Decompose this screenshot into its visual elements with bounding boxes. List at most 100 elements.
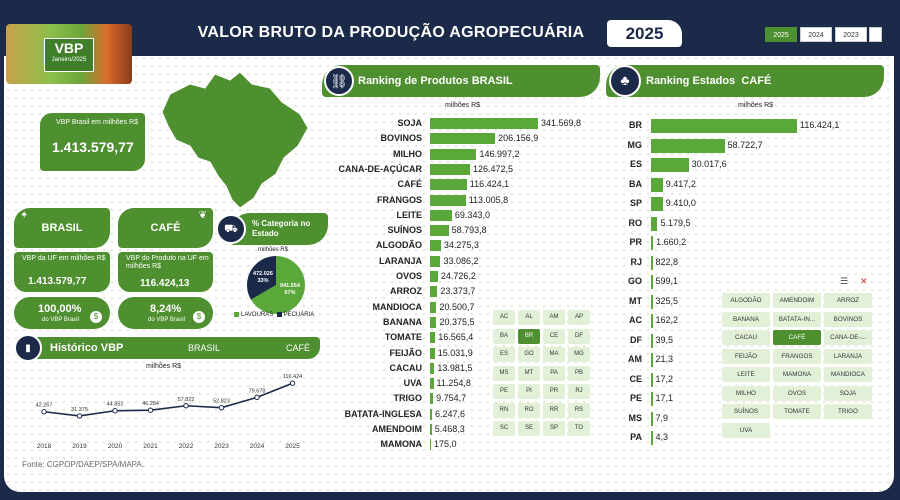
state-rank-bar[interactable] (651, 158, 689, 172)
uf-button-am[interactable]: AM (543, 310, 565, 325)
year-slicer-extra[interactable] (869, 27, 882, 42)
uf-button-ce[interactable]: CE (543, 328, 565, 344)
product-rank-bar[interactable] (430, 424, 432, 435)
crop-button[interactable]: ARROZ (824, 293, 872, 308)
uf-button-ba[interactable]: BA (493, 328, 515, 344)
uf-button-rn[interactable]: RN (493, 402, 515, 418)
crop-button[interactable]: TOMATE (773, 404, 821, 419)
product-rank-bar[interactable] (430, 209, 452, 221)
product-rank-bar[interactable] (430, 194, 466, 206)
state-rank-bar[interactable] (651, 314, 653, 328)
uf-button-rs[interactable]: RS (568, 402, 590, 418)
product-rank-bar[interactable] (430, 332, 436, 344)
crop-button[interactable]: UVA (722, 422, 770, 438)
product-rank-bar[interactable] (430, 255, 441, 267)
historico-point[interactable] (41, 409, 47, 415)
uf-button-pe[interactable]: PE (493, 384, 515, 399)
uf-button-pb[interactable]: PB (568, 365, 590, 381)
uf-button-ro[interactable]: RO (518, 402, 540, 418)
state-rank-bar[interactable] (651, 197, 663, 211)
year-button-2023[interactable]: 2023 (835, 27, 867, 42)
historico-point[interactable] (183, 403, 189, 409)
uf-button-go[interactable]: GO (518, 347, 540, 362)
crop-button[interactable]: BOVINOS (824, 311, 872, 327)
crop-button[interactable]: MAMONA (773, 367, 821, 382)
state-rank-bar[interactable] (651, 431, 653, 445)
crop-button[interactable]: AMENDOIM (773, 293, 821, 308)
state-rank-bar[interactable] (651, 333, 653, 348)
uf-button-mt[interactable]: MT (518, 365, 540, 381)
uf-button-es[interactable]: ES (493, 347, 515, 362)
product-rank-bar[interactable] (430, 301, 437, 313)
crop-button[interactable]: OVOS (773, 385, 821, 401)
year-button-2025[interactable]: 2025 (765, 27, 797, 42)
clear-filter-icon[interactable]: ✕ (860, 276, 868, 286)
historico-point[interactable] (76, 413, 83, 419)
multi-select-icon[interactable]: ☰ (840, 276, 849, 286)
product-rank-bar[interactable] (430, 133, 496, 145)
crop-button[interactable]: MILHO (722, 385, 770, 401)
uf-button-pa[interactable]: PA (543, 365, 565, 381)
uf-button-sc[interactable]: SC (493, 421, 515, 436)
crop-button[interactable]: CANA-DE-... (824, 330, 872, 345)
uf-button-mg[interactable]: MG (568, 347, 590, 362)
historico-point[interactable] (147, 407, 154, 413)
product-rank-bar[interactable] (430, 408, 432, 420)
crop-button[interactable]: LARANJA (824, 348, 872, 364)
state-rank-bar[interactable] (651, 294, 653, 309)
crop-button[interactable]: SUÍNOS (722, 404, 770, 419)
historico-point[interactable] (254, 394, 260, 401)
crop-button[interactable]: SOJA (824, 385, 872, 401)
product-rank-bar[interactable] (430, 271, 438, 282)
product-rank-bar[interactable] (430, 148, 477, 160)
product-rank-bar[interactable] (430, 225, 449, 237)
product-rank-bar[interactable] (430, 393, 434, 405)
state-rank-bar[interactable] (651, 255, 653, 270)
uf-button-to[interactable]: TO (568, 421, 590, 436)
crop-button[interactable]: TRIGO (824, 404, 872, 419)
state-rank-bar[interactable] (651, 411, 653, 426)
product-rank-bar[interactable] (430, 362, 435, 374)
year-button-2024[interactable]: 2024 (800, 27, 832, 42)
state-rank-bar[interactable] (651, 372, 653, 387)
crop-button[interactable]: BATATA-IN... (773, 311, 821, 327)
product-rank-bar[interactable] (430, 240, 441, 252)
crop-button[interactable]: MANDIOCA (824, 367, 872, 382)
uf-button-ma[interactable]: MA (543, 347, 565, 362)
crop-button[interactable]: ALGODÃO (722, 293, 770, 308)
product-rank-bar[interactable] (430, 118, 538, 129)
crop-button[interactable]: CACAU (722, 330, 770, 345)
state-rank-bar[interactable] (651, 353, 653, 367)
crop-button[interactable]: FRANGOS (773, 348, 821, 364)
state-rank-bar[interactable] (651, 177, 663, 192)
historico-point[interactable] (112, 408, 118, 414)
crop-button[interactable]: BANANA (722, 311, 770, 327)
uf-button-se[interactable]: SE (518, 421, 540, 436)
state-rank-bar[interactable] (651, 236, 654, 250)
product-rank-bar[interactable] (430, 316, 437, 328)
crop-button[interactable]: CAFÉ (773, 330, 821, 345)
uf-button-rr[interactable]: RR (543, 402, 565, 418)
historico-point[interactable] (289, 380, 296, 386)
historico-point[interactable] (218, 404, 225, 411)
product-rank-bar[interactable] (430, 347, 435, 359)
uf-button-ac[interactable]: AC (493, 310, 515, 325)
uf-button-rj[interactable]: RJ (568, 384, 590, 399)
uf-button-df[interactable]: DF (568, 328, 590, 344)
state-rank-bar[interactable] (651, 216, 658, 231)
product-rank-bar[interactable] (430, 163, 470, 175)
uf-button-ms[interactable]: MS (493, 365, 515, 381)
uf-button-ap[interactable]: AP (568, 310, 590, 325)
uf-button-br[interactable]: BR (518, 328, 540, 344)
uf-button-al[interactable]: AL (518, 310, 540, 325)
crop-button[interactable]: LEITE (722, 367, 770, 382)
product-rank-bar[interactable] (430, 179, 467, 191)
product-rank-bar[interactable] (430, 286, 438, 298)
state-rank-bar[interactable] (651, 392, 653, 406)
state-rank-bar[interactable] (651, 119, 797, 133)
uf-button-pr[interactable]: PR (543, 384, 565, 399)
uf-button-sp[interactable]: SP (543, 421, 565, 436)
state-rank-bar[interactable] (651, 275, 653, 289)
uf-button-pi[interactable]: PI (518, 384, 540, 399)
crop-button[interactable]: FEIJÃO (722, 348, 770, 364)
